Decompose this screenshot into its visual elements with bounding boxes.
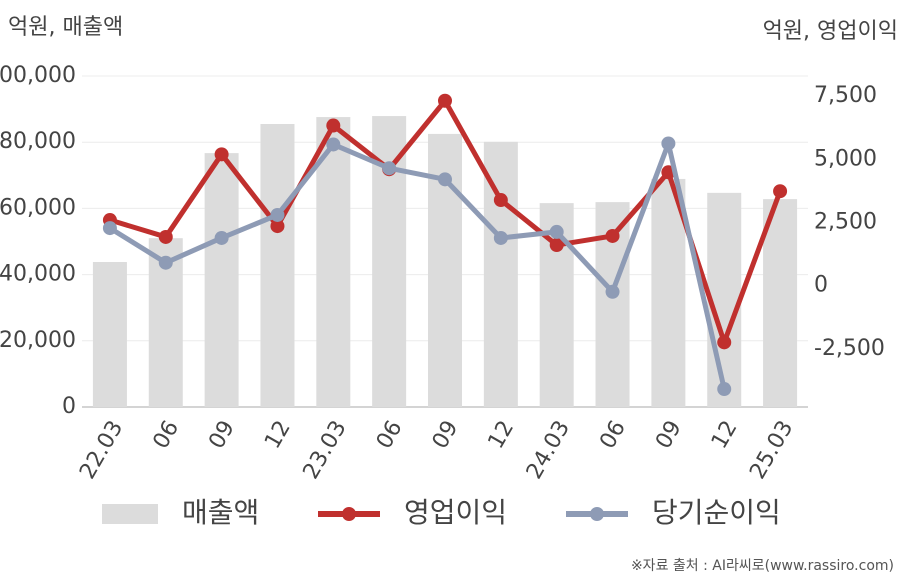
line-marker [493,230,508,245]
legend-label: 당기순이익 [652,496,781,529]
line-marker [493,193,508,208]
y2-tick-label: 7,500 [814,83,877,108]
bar [763,199,798,407]
y-tick-label: 20,000 [0,328,76,353]
line-marker [102,221,117,236]
bar [316,117,351,407]
y2-tick-label: 0 [814,273,828,298]
y-tick-label: 80,000 [0,129,76,154]
x-tick-label: 09 [651,417,687,454]
line-marker [214,230,229,245]
line-marker [717,382,732,397]
y-tick-label: 0 [62,394,76,419]
line-marker [438,93,452,108]
line-marker [270,219,285,234]
line-marker [661,136,676,151]
x-tick-label: 06 [372,417,408,454]
line-marker [773,184,788,199]
y-tick-label: 40,000 [0,262,76,287]
bar [483,141,518,407]
y-tick-label: 60,000 [0,195,76,220]
source-note: ※자료 출처 : AI라씨로(www.rassiro.com) [631,558,894,574]
bar [92,262,127,407]
line-marker [438,172,452,187]
line-marker [549,238,564,253]
line-marker [214,147,229,162]
y2-axis-title: 억원, 영업이익 [763,19,898,44]
x-tick-label: 06 [595,417,631,454]
y2-tick-label: 5,000 [814,146,877,171]
y2-tick-label: 2,500 [814,210,877,235]
legend-marker [590,507,604,521]
x-tick-label: 09 [204,417,240,454]
legend-label: 매출액 [182,496,259,529]
x-tick-label: 25.03 [745,417,798,484]
line [108,140,727,390]
y-axis-title: 억원, 매출액 [8,15,123,40]
line-marker [158,255,173,270]
bar [260,123,295,408]
line-marker [549,224,564,239]
bar [204,153,239,407]
x-tick-label: 06 [149,417,185,454]
line-marker [158,229,173,244]
x-tick-label: 24.03 [522,417,575,484]
x-tick-label: 09 [428,417,464,454]
line-marker [717,335,732,350]
x-tick-label: 23.03 [299,417,352,484]
line-marker [605,228,620,243]
legend-swatch [102,504,158,524]
y2-tick-label: -2,500 [814,336,885,361]
x-tick-label: 12 [484,417,520,454]
line-marker [382,161,397,176]
legend-marker [342,507,356,521]
line-marker [270,207,285,222]
y-tick-label: 100,000 [0,63,76,88]
line-marker [326,118,341,133]
bar [651,178,686,407]
x-tick-label: 22.03 [75,417,128,484]
x-tick-label: 12 [707,417,743,454]
line-marker [326,137,341,152]
x-tick-label: 12 [260,417,296,454]
line-marker [605,284,620,299]
legend-label: 영업이익 [404,496,507,529]
